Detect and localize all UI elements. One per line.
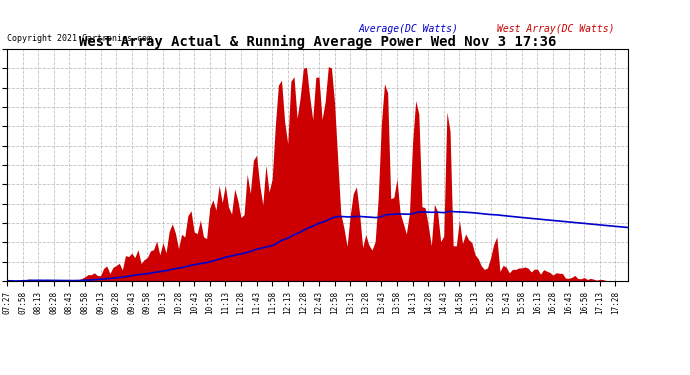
Text: Average(DC Watts): Average(DC Watts): [359, 24, 459, 34]
Text: West Array(DC Watts): West Array(DC Watts): [497, 24, 614, 34]
Text: Copyright 2021 Cartronics.com: Copyright 2021 Cartronics.com: [7, 34, 152, 43]
Title: West Array Actual & Running Average Power Wed Nov 3 17:36: West Array Actual & Running Average Powe…: [79, 34, 556, 49]
